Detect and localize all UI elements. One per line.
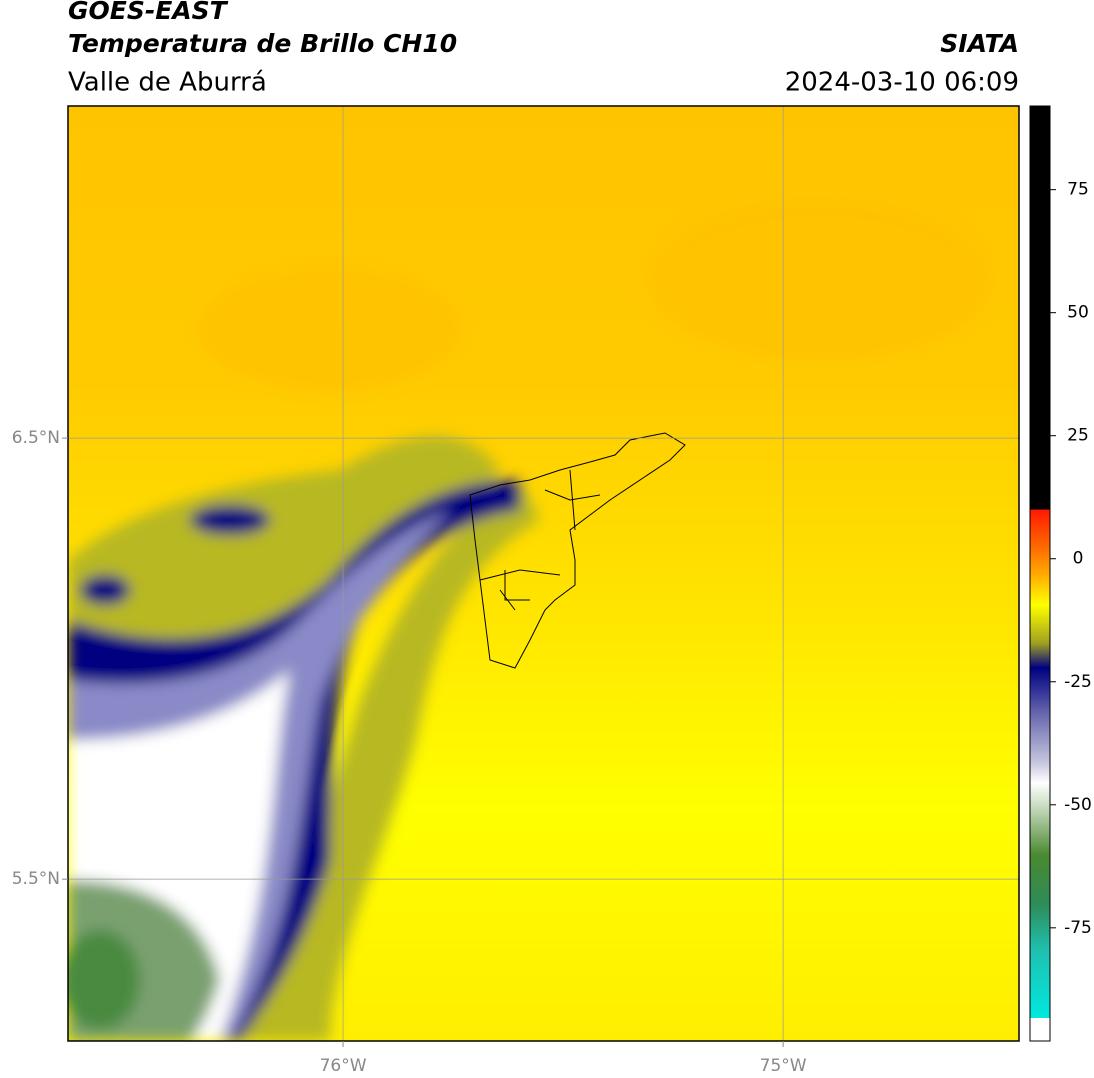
- colorbar-tick-label: -25: [1064, 672, 1092, 692]
- colorbar-tick-label: 25: [1067, 426, 1089, 446]
- y-tick-label: 6.5°N: [12, 428, 60, 448]
- colorbar-tick-label: 50: [1067, 303, 1089, 323]
- x-tick-label: 76°W: [320, 1056, 367, 1076]
- colorbar-tick-label: 0: [1073, 549, 1084, 569]
- region: Valle de Aburrá: [68, 68, 267, 98]
- colorbar-frame: [1029, 105, 1051, 1042]
- x-tick-label: 75°W: [760, 1056, 807, 1076]
- satellite: GOES-EAST: [68, 0, 229, 25]
- colorbar-tick-label: -50: [1064, 795, 1092, 815]
- colorbar-tick-label: -75: [1064, 918, 1092, 938]
- map-image: [68, 106, 1019, 1041]
- colorbar-tick-label: 75: [1067, 180, 1089, 200]
- y-tick-label: 5.5°N: [12, 869, 60, 889]
- source: SIATA: [940, 29, 1019, 58]
- map-frame: [67, 105, 1020, 1042]
- grid: [68, 106, 1019, 1041]
- product: Temperatura de Brillo CH10: [68, 29, 457, 58]
- colorbar: [1030, 106, 1050, 1018]
- datetime: 2024-03-10 06:09: [785, 68, 1019, 98]
- colorbar-under: [1030, 1018, 1050, 1041]
